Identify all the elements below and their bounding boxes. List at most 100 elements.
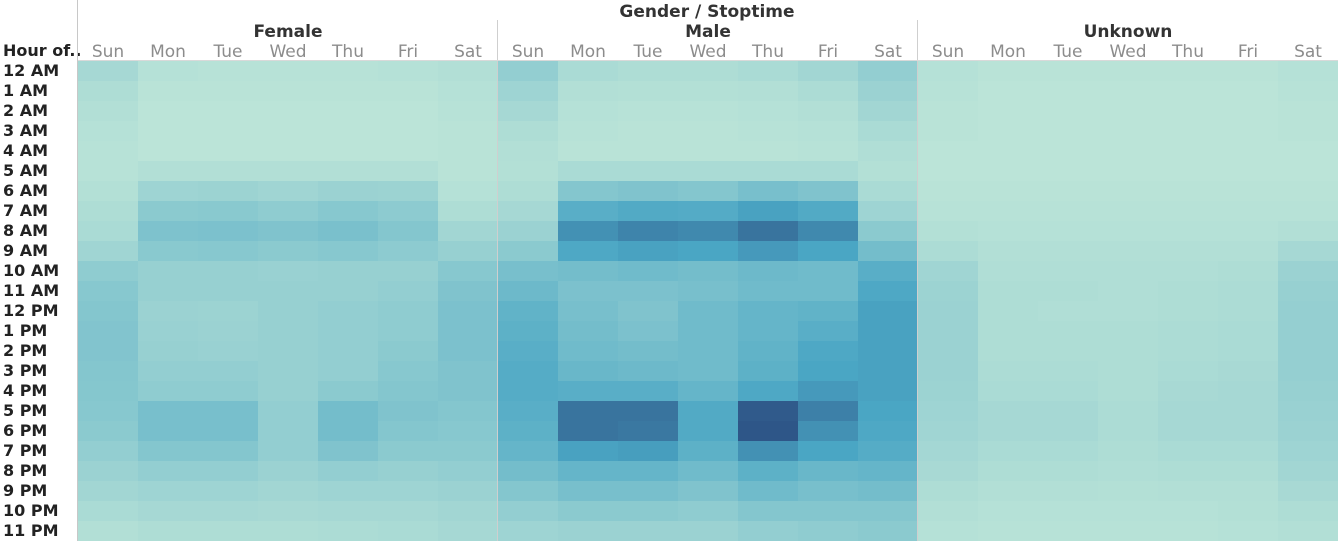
- heatmap-cell: [918, 301, 978, 321]
- heatmap-cell: [1038, 261, 1098, 281]
- heatmap-cell: [438, 141, 498, 161]
- heatmap-cell: [618, 121, 678, 141]
- heatmap-cell: [618, 141, 678, 161]
- heatmap-cell: [318, 81, 378, 101]
- heatmap-cell: [1098, 461, 1158, 481]
- heatmap-cell: [138, 421, 198, 441]
- heatmap-cell: [978, 301, 1038, 321]
- heatmap-cell: [978, 281, 1038, 301]
- heatmap-cell: [198, 461, 258, 481]
- heatmap-cell: [378, 421, 438, 441]
- heatmap-cell: [1158, 461, 1218, 481]
- heatmap-cell: [558, 61, 618, 81]
- day-label-female-mon: Mon: [150, 42, 186, 62]
- day-label-female-sun: Sun: [92, 42, 124, 62]
- heatmap-cell: [738, 141, 798, 161]
- heatmap-cell: [378, 261, 438, 281]
- heatmap-cell: [618, 281, 678, 301]
- heatmap-cell: [858, 361, 918, 381]
- panel-header-unknown: Unknown: [1084, 22, 1173, 42]
- heatmap-cell: [678, 341, 738, 361]
- heatmap-cell: [1098, 61, 1158, 81]
- heatmap-cell: [138, 141, 198, 161]
- heatmap-cell: [738, 381, 798, 401]
- heatmap-cell: [918, 501, 978, 521]
- day-label-male-sat: Sat: [874, 42, 902, 62]
- day-label-male-thu: Thu: [751, 42, 784, 62]
- heatmap-cell: [1038, 141, 1098, 161]
- heatmap-cell: [1158, 321, 1218, 341]
- panel-header-male: Male: [685, 22, 731, 42]
- heatmap-cell: [318, 121, 378, 141]
- heatmap-cell: [1158, 481, 1218, 501]
- heatmap-cell: [198, 341, 258, 361]
- heatmap-cell: [1098, 81, 1158, 101]
- heatmap-cell: [918, 101, 978, 121]
- heatmap-cell: [1158, 361, 1218, 381]
- heatmap-cell: [138, 461, 198, 481]
- heatmap-cell: [318, 341, 378, 361]
- heatmap-cell: [978, 261, 1038, 281]
- heatmap-cell: [318, 161, 378, 181]
- heatmap-cell: [558, 241, 618, 261]
- heatmap-cell: [438, 241, 498, 261]
- heatmap-cell: [738, 161, 798, 181]
- heatmap-cell: [258, 101, 318, 121]
- heatmap-cell: [1218, 281, 1278, 301]
- heatmap-cell: [1218, 181, 1278, 201]
- heatmap-cell: [498, 421, 558, 441]
- heatmap-cell: [1158, 261, 1218, 281]
- heatmap-cell: [858, 301, 918, 321]
- heatmap-cell: [138, 101, 198, 121]
- heatmap-cell: [258, 301, 318, 321]
- heatmap-cell: [378, 521, 438, 541]
- heatmap-cell: [1098, 301, 1158, 321]
- heatmap-cell: [558, 81, 618, 101]
- heatmap-cell: [558, 141, 618, 161]
- heatmap-cell: [1218, 61, 1278, 81]
- heatmap-cell: [1038, 401, 1098, 421]
- heatmap-cell: [618, 181, 678, 201]
- heatmap-cell: [558, 401, 618, 421]
- heatmap-cell: [1218, 201, 1278, 221]
- hour-label: 7 AM: [3, 201, 48, 220]
- heatmap-cell: [918, 401, 978, 421]
- heatmap-cell: [318, 421, 378, 441]
- heatmap-cell: [918, 421, 978, 441]
- hour-label: 8 AM: [3, 221, 48, 240]
- heatmap-cell: [738, 201, 798, 221]
- heatmap-cell: [858, 81, 918, 101]
- day-label-unknown-sat: Sat: [1294, 42, 1322, 62]
- heatmap-cell: [738, 121, 798, 141]
- chart-title: Gender / Stoptime: [619, 2, 794, 22]
- heatmap-cell: [558, 461, 618, 481]
- heatmap-cell: [1158, 81, 1218, 101]
- day-label-female-wed: Wed: [269, 42, 306, 62]
- heatmap-cell: [498, 201, 558, 221]
- heatmap-cell: [798, 141, 858, 161]
- heatmap-cell: [738, 321, 798, 341]
- day-label-male-fri: Fri: [818, 42, 838, 62]
- heatmap-cell: [798, 481, 858, 501]
- heatmap-cell: [738, 441, 798, 461]
- heatmap-cell: [858, 441, 918, 461]
- hour-label: 5 AM: [3, 161, 48, 180]
- heatmap-cell: [438, 501, 498, 521]
- heatmap-cell: [678, 521, 738, 541]
- heatmap-cell: [258, 261, 318, 281]
- heatmap-cell: [678, 441, 738, 461]
- heatmap-cell: [438, 521, 498, 541]
- day-label-male-sun: Sun: [512, 42, 544, 62]
- heatmap-cell: [858, 241, 918, 261]
- heatmap-cell: [1098, 241, 1158, 261]
- heatmap-cell: [498, 281, 558, 301]
- heatmap-cell: [618, 381, 678, 401]
- hour-label: 5 PM: [3, 401, 47, 420]
- heatmap-cell: [978, 381, 1038, 401]
- heatmap-cell: [258, 481, 318, 501]
- heatmap-cell: [1038, 521, 1098, 541]
- heatmap-cell: [618, 421, 678, 441]
- heatmap-cell: [618, 261, 678, 281]
- heatmap-cell: [78, 201, 138, 221]
- heatmap-cell: [498, 501, 558, 521]
